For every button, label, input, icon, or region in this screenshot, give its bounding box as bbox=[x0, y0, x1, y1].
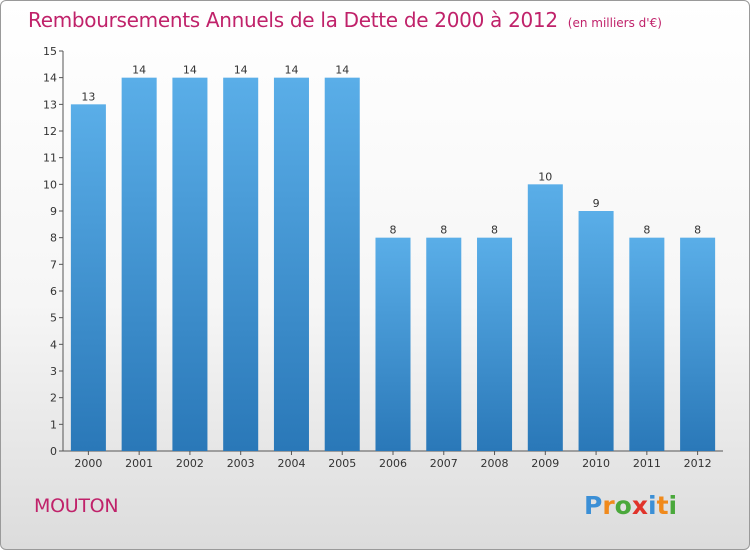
x-tick-label: 2004 bbox=[277, 457, 305, 470]
x-tick-label: 2010 bbox=[582, 457, 610, 470]
x-tick-label: 2002 bbox=[176, 457, 204, 470]
bar-2009 bbox=[527, 184, 563, 452]
bar-2003 bbox=[223, 77, 259, 452]
data-label: 8 bbox=[643, 224, 650, 237]
bar-2012 bbox=[680, 237, 716, 451]
bar-2011 bbox=[629, 237, 665, 451]
logo-letter: P bbox=[584, 491, 603, 520]
y-tick-label: 1 bbox=[50, 418, 57, 431]
y-tick-label: 12 bbox=[43, 125, 57, 138]
data-label: 14 bbox=[284, 64, 298, 77]
data-label: 14 bbox=[234, 64, 248, 77]
y-tick-label: 14 bbox=[43, 72, 57, 85]
chart-unit: (en milliers d'€) bbox=[567, 16, 662, 30]
bar-2007 bbox=[426, 237, 462, 451]
bar-2010 bbox=[578, 211, 614, 451]
commune-name: MOUTON bbox=[34, 495, 119, 517]
y-tick-label: 6 bbox=[50, 285, 57, 298]
y-tick-label: 10 bbox=[43, 178, 57, 191]
logo-letter: i bbox=[668, 491, 678, 520]
x-tick-label: 2012 bbox=[684, 457, 712, 470]
data-label: 14 bbox=[183, 64, 197, 77]
x-tick-label: 2009 bbox=[531, 457, 559, 470]
chart-title-block: Remboursements Annuels de la Dette de 20… bbox=[28, 8, 662, 32]
y-tick-label: 11 bbox=[43, 152, 57, 165]
y-tick-label: 15 bbox=[43, 45, 57, 58]
logo-letter: x bbox=[631, 491, 648, 520]
data-label: 14 bbox=[335, 64, 349, 77]
data-label: 8 bbox=[491, 224, 498, 237]
proxiti-logo[interactable]: Proxiti bbox=[584, 491, 677, 520]
y-tick-label: 4 bbox=[50, 338, 57, 351]
logo-letter: t bbox=[656, 491, 669, 520]
y-tick-label: 5 bbox=[50, 312, 57, 325]
bar-2001 bbox=[121, 77, 157, 452]
x-tick-label: 2000 bbox=[74, 457, 102, 470]
chart-title: Remboursements Annuels de la Dette de 20… bbox=[28, 8, 558, 32]
data-label: 13 bbox=[81, 90, 95, 103]
x-tick-label: 2006 bbox=[379, 457, 407, 470]
data-label: 8 bbox=[390, 224, 397, 237]
data-label: 9 bbox=[593, 197, 600, 210]
bar-2004 bbox=[273, 77, 309, 452]
x-tick-label: 2001 bbox=[125, 457, 153, 470]
y-tick-label: 3 bbox=[50, 365, 57, 378]
y-tick-label: 7 bbox=[50, 258, 57, 271]
y-tick-label: 2 bbox=[50, 392, 57, 405]
data-label: 14 bbox=[132, 64, 146, 77]
y-tick-label: 13 bbox=[43, 98, 57, 111]
bar-2008 bbox=[477, 237, 513, 451]
logo-letter: i bbox=[648, 491, 657, 520]
x-tick-label: 2005 bbox=[328, 457, 356, 470]
y-tick-label: 8 bbox=[50, 232, 57, 245]
x-tick-label: 2003 bbox=[227, 457, 255, 470]
y-tick-label: 0 bbox=[50, 445, 57, 458]
logo-letter: r bbox=[602, 491, 615, 520]
bar-2006 bbox=[375, 237, 411, 451]
x-tick-label: 2007 bbox=[430, 457, 458, 470]
y-tick-label: 9 bbox=[50, 205, 57, 218]
data-label: 10 bbox=[538, 170, 552, 183]
bar-2005 bbox=[324, 77, 360, 452]
x-tick-label: 2008 bbox=[481, 457, 509, 470]
bar-2002 bbox=[172, 77, 208, 452]
logo-letter: o bbox=[614, 491, 632, 520]
x-tick-label: 2011 bbox=[633, 457, 661, 470]
bar-2000 bbox=[70, 104, 106, 451]
data-label: 8 bbox=[440, 224, 447, 237]
chart-bars bbox=[70, 77, 716, 452]
data-label: 8 bbox=[694, 224, 701, 237]
chart-data-labels: 13 14 14 14 14 14 8 8 8 10 9 8 8 bbox=[81, 64, 701, 237]
